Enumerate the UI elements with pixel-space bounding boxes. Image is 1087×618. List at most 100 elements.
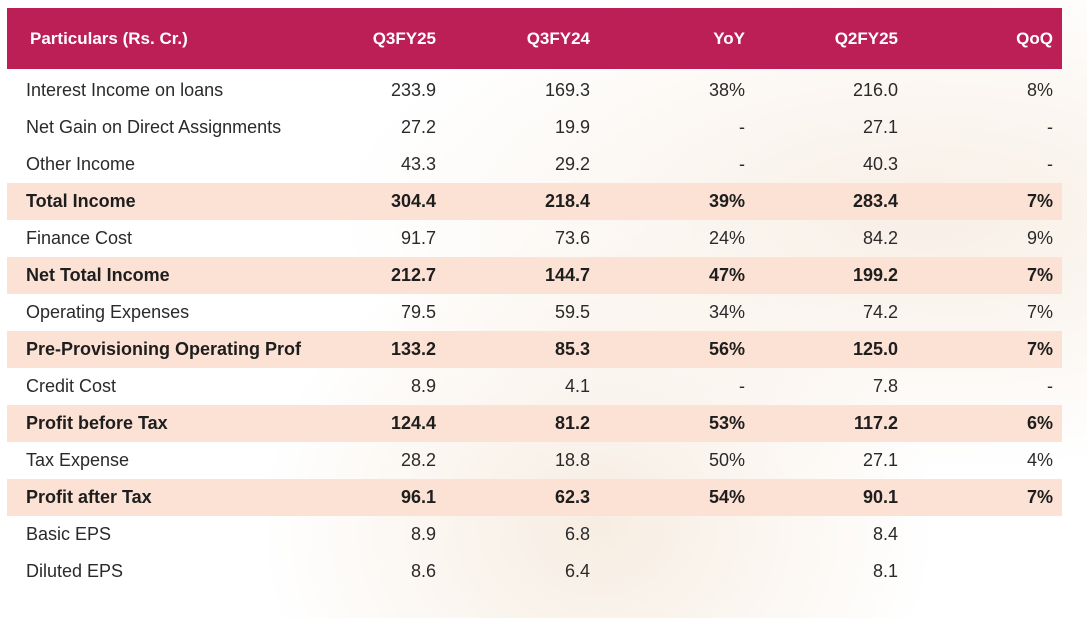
total-row: Net Total Income 212.7 144.7 47% 199.2 7% <box>7 257 1062 294</box>
table-cell: 24% <box>708 228 745 248</box>
table-cell: - <box>739 117 745 137</box>
row-label: Tax Expense <box>26 450 130 470</box>
table-cell: 144.7 <box>544 265 590 285</box>
table-cell: - <box>1047 117 1053 137</box>
total-row: Profit after Tax 96.1 62.3 54% 90.1 7% <box>7 479 1062 516</box>
table-cell: 4.1 <box>564 376 590 396</box>
table-cell: - <box>739 376 745 396</box>
table-cell: 125.0 <box>852 339 898 359</box>
table-cell: 43.3 <box>400 154 436 174</box>
header-cell: Q3FY25 <box>372 28 436 48</box>
table-cell: 29.2 <box>554 154 590 174</box>
table-cell: 96.1 <box>400 487 436 507</box>
table-cell: 169.3 <box>544 80 590 100</box>
table-cell: 124.4 <box>390 413 436 433</box>
table-cell: 216.0 <box>852 80 898 100</box>
table-cell: 40.3 <box>862 154 898 174</box>
row-label: Profit before Tax <box>26 413 168 433</box>
table-cell: 27.1 <box>862 117 898 137</box>
table-cell: 199.2 <box>852 265 898 285</box>
table-cell: 39% <box>708 191 745 211</box>
table-cell: 7% <box>1026 265 1053 285</box>
table-cell: 7% <box>1026 339 1053 359</box>
table-cell: 8.4 <box>872 524 898 544</box>
table-cell: 79.5 <box>400 302 436 322</box>
header-cell: YoY <box>713 28 745 48</box>
row-label: Interest Income on loans <box>26 80 224 100</box>
total-row: Pre-Provisioning Operating Prof 133.2 85.3… <box>7 331 1062 368</box>
total-row: Total Income 304.4 218.4 39% 283.4 7% <box>7 183 1062 220</box>
table-cell: 233.9 <box>390 80 436 100</box>
table-cell: 283.4 <box>852 191 898 211</box>
header-cell: Q2FY25 <box>834 28 898 48</box>
table-cell: 90.1 <box>862 487 898 507</box>
row-label: Net Total Income <box>26 265 170 285</box>
row-label: Other Income <box>26 154 136 174</box>
table-cell: 27.1 <box>862 450 898 470</box>
table-cell: 304.4 <box>390 191 436 211</box>
header-row: Particulars (Rs. Cr.) Q3FY25 Q3FY24 YoY Q2FY… <box>7 8 1062 69</box>
total-row: Profit before Tax 124.4 81.2 53% 117.2 6% <box>7 405 1062 442</box>
table-cell: 8.9 <box>410 376 436 396</box>
row-label: Net Gain on Direct Assignments <box>26 117 282 137</box>
table-cell: 18.8 <box>554 450 590 470</box>
table-cell: 54% <box>708 487 745 507</box>
table-cell: 28.2 <box>400 450 436 470</box>
table-cell: 7.8 <box>872 376 898 396</box>
table-cell: 59.5 <box>554 302 590 322</box>
table-row: Tax Expense 28.2 18.8 50% 27.1 4% <box>7 442 1062 479</box>
table-row: Credit Cost 8.9 4.1 - 7.8 - <box>7 368 1062 405</box>
row-label: Basic EPS <box>26 524 112 544</box>
table-cell: 7% <box>1026 191 1053 211</box>
table-cell: 74.2 <box>862 302 898 322</box>
table-row: Other Income 43.3 29.2 - 40.3 - <box>7 146 1062 183</box>
table-cell: 19.9 <box>554 117 590 137</box>
table-cell: 34% <box>708 302 745 322</box>
table-cell: 62.3 <box>554 487 590 507</box>
table-row: Basic EPS 8.9 6.8 8.4 <box>7 516 1062 553</box>
table-cell: 9% <box>1026 228 1053 248</box>
table-cell: 56% <box>708 339 745 359</box>
table-cell: 8.1 <box>872 561 898 581</box>
table-cell: 81.2 <box>554 413 590 433</box>
table-cell: 117.2 <box>853 413 898 433</box>
table-cell: 218.4 <box>544 191 590 211</box>
table-cell: 7% <box>1026 302 1053 322</box>
table-row: Diluted EPS 8.6 6.4 8.1 <box>7 553 1062 590</box>
table-cell: 50% <box>708 450 745 470</box>
table-cell: - <box>739 154 745 174</box>
table-cell: 133.2 <box>390 339 436 359</box>
table-cell: 6.8 <box>564 524 590 544</box>
row-label: Pre-Provisioning Operating Prof <box>26 339 302 359</box>
table-cell: - <box>1047 376 1053 396</box>
row-label: Finance Cost <box>26 228 133 248</box>
table-cell: 84.2 <box>862 228 898 248</box>
row-label: Total Income <box>26 191 136 211</box>
table-cell: 212.7 <box>390 265 436 285</box>
table-cell: 38% <box>708 80 745 100</box>
row-label: Diluted EPS <box>26 561 124 581</box>
header-cell: Particulars (Rs. Cr.) <box>30 28 188 48</box>
table-cell: 7% <box>1026 487 1053 507</box>
table-cell: 47% <box>708 265 745 285</box>
table-row: Operating Expenses 79.5 59.5 34% 74.2 7% <box>7 294 1062 331</box>
row-label: Credit Cost <box>26 376 117 396</box>
table-cell: 6.4 <box>564 561 590 581</box>
table-cell: - <box>1047 154 1053 174</box>
header-cell: QoQ <box>1016 28 1053 48</box>
table-row: Net Gain on Direct Assignments 27.2 19.9 - 2… <box>7 109 1062 146</box>
row-label: Operating Expenses <box>26 302 190 322</box>
table-cell: 91.7 <box>400 228 436 248</box>
table-cell: 73.6 <box>554 228 590 248</box>
header-cell: Q3FY24 <box>526 28 590 48</box>
table-cell: 53% <box>708 413 745 433</box>
table-row: Finance Cost 91.7 73.6 24% 84.2 9% <box>7 220 1062 257</box>
table-cell: 8.9 <box>410 524 436 544</box>
table-cell: 8% <box>1026 80 1053 100</box>
table-cell: 8.6 <box>410 561 436 581</box>
row-label: Profit after Tax <box>26 487 152 507</box>
table-cell: 27.2 <box>400 117 436 137</box>
table: Particulars (Rs. Cr.) Q3FY25 Q3FY24 YoY Q2FY… <box>7 8 1062 590</box>
table-cell: 4% <box>1026 450 1053 470</box>
